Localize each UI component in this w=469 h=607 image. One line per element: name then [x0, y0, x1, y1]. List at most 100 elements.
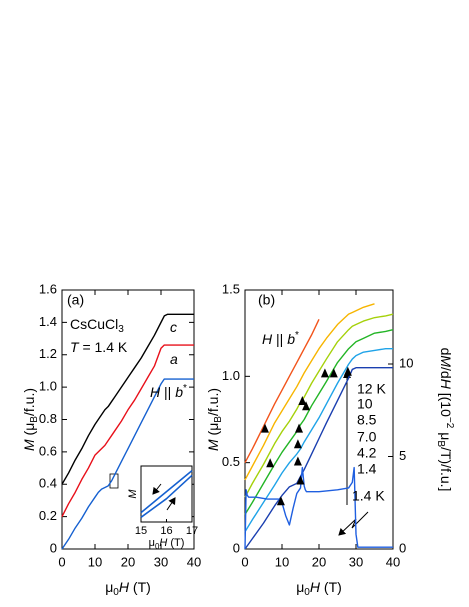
text-part: (T) — [320, 579, 342, 595]
text-part: H — [262, 331, 273, 347]
x-tick-label: 30 — [349, 554, 363, 569]
text-part: M — [438, 355, 454, 367]
transition-marker — [302, 401, 311, 411]
y-axis-label: M (μB/f.u.) — [205, 388, 224, 451]
y-tick-label: 0.4 — [39, 476, 57, 491]
inset-x-label: μ0H (T) — [149, 537, 185, 551]
inset-x-tick-label: 17 — [186, 525, 198, 537]
field-direction: H || b* — [262, 330, 299, 347]
x-tick-label: 20 — [121, 554, 135, 569]
x-axis-label: μ0H (T) — [296, 579, 342, 598]
x-tick-label: 10 — [275, 554, 289, 569]
x-tick-label: 10 — [88, 554, 102, 569]
y-tick-label: 0.6 — [39, 443, 57, 458]
text-part: (μ — [205, 423, 221, 440]
inset-x-tick-label: 15 — [135, 525, 147, 537]
text-part: || — [160, 384, 175, 400]
text-part: μ — [438, 428, 454, 440]
inset-arrow — [166, 497, 176, 511]
transition-marker — [276, 496, 285, 506]
series-label: H || b* — [150, 383, 187, 400]
transition-marker — [320, 368, 329, 378]
data-line — [244, 303, 375, 481]
text-part: μ — [149, 537, 155, 549]
y2-tick-label: 5 — [399, 448, 406, 463]
text-part: B — [29, 416, 40, 423]
text-part: M — [127, 489, 139, 499]
transition-marker — [296, 475, 305, 485]
data-line — [244, 319, 320, 464]
series-label: 1.4 — [357, 461, 377, 477]
text-part: c — [170, 319, 177, 335]
inset-line — [140, 474, 193, 518]
series-label: 12 K — [357, 381, 386, 397]
series-label: 10 — [357, 396, 373, 412]
text-part: B — [213, 416, 224, 423]
text-part: [(10 — [438, 389, 454, 417]
y2-tick-label: 10 — [399, 355, 413, 370]
transition-marker — [329, 368, 338, 378]
text-part: 0 — [113, 587, 119, 598]
compound-label: CsCuCl3 — [70, 316, 124, 335]
text-part: M — [205, 439, 221, 451]
temperature-label: T = 1.4 K — [70, 339, 128, 355]
inset-arrow — [152, 483, 162, 495]
series-label: 1.4 K — [352, 488, 385, 504]
text-part: b — [175, 384, 183, 400]
x-tick-label: 30 — [154, 554, 168, 569]
data-line — [244, 367, 393, 550]
panel-label: (b) — [258, 292, 275, 308]
transition-marker — [260, 423, 269, 433]
transition-marker — [293, 439, 302, 449]
y-tick-label: 0.5 — [222, 454, 240, 469]
text-part: B — [435, 440, 446, 447]
y-tick-label: 0.2 — [39, 508, 57, 523]
text-part: 3 — [118, 324, 124, 335]
y-tick-label: 1.0 — [39, 379, 57, 394]
text-part: (μ — [21, 423, 37, 440]
series-label: c — [170, 319, 177, 335]
transition-marker — [293, 456, 302, 466]
pointer-arrow — [338, 511, 369, 536]
text-part: a — [170, 351, 178, 367]
text-part: * — [295, 330, 299, 341]
y-tick-label: 1.4 — [39, 314, 57, 329]
transition-marker — [298, 396, 307, 406]
text-part: H — [150, 384, 161, 400]
transition-marker — [266, 458, 275, 468]
text-part: (T) — [167, 537, 184, 549]
panel-label: (a) — [67, 292, 84, 308]
inset-frame — [140, 465, 193, 523]
text-part: CsCuCl — [70, 316, 118, 332]
text-part: H — [159, 537, 167, 549]
y-tick-label: 1.2 — [39, 346, 57, 361]
text-part: d — [438, 348, 454, 356]
text-part: /f.u.) — [21, 388, 37, 416]
series-label: a — [170, 351, 178, 367]
data-line — [244, 466, 393, 550]
text-part: μ — [105, 579, 113, 595]
data-line — [244, 313, 394, 498]
data-line — [61, 344, 194, 517]
text-part: 0 — [304, 587, 310, 598]
x-tick-label: 20 — [312, 554, 326, 569]
text-part: /d — [438, 367, 454, 379]
text-part: −2 — [444, 417, 455, 429]
y-tick-label: 0 — [50, 540, 57, 555]
data-line — [61, 313, 194, 485]
y-tick-label: 1.6 — [39, 281, 57, 296]
text-part: b — [287, 331, 295, 347]
series-label: 7.0 — [357, 429, 377, 445]
text-part: || — [272, 331, 287, 347]
y-tick-label: 1.0 — [222, 368, 240, 383]
text-part: 0 — [155, 542, 160, 551]
inset-y-label: M — [127, 489, 139, 499]
y-tick-label: 0 — [233, 540, 240, 555]
y-tick-label: 1.5 — [222, 281, 240, 296]
text-part: μ — [296, 579, 304, 595]
series-label: 8.5 — [357, 412, 377, 428]
x-tick-label: 40 — [386, 554, 400, 569]
data-line — [244, 329, 394, 515]
text-part: H — [438, 379, 454, 390]
